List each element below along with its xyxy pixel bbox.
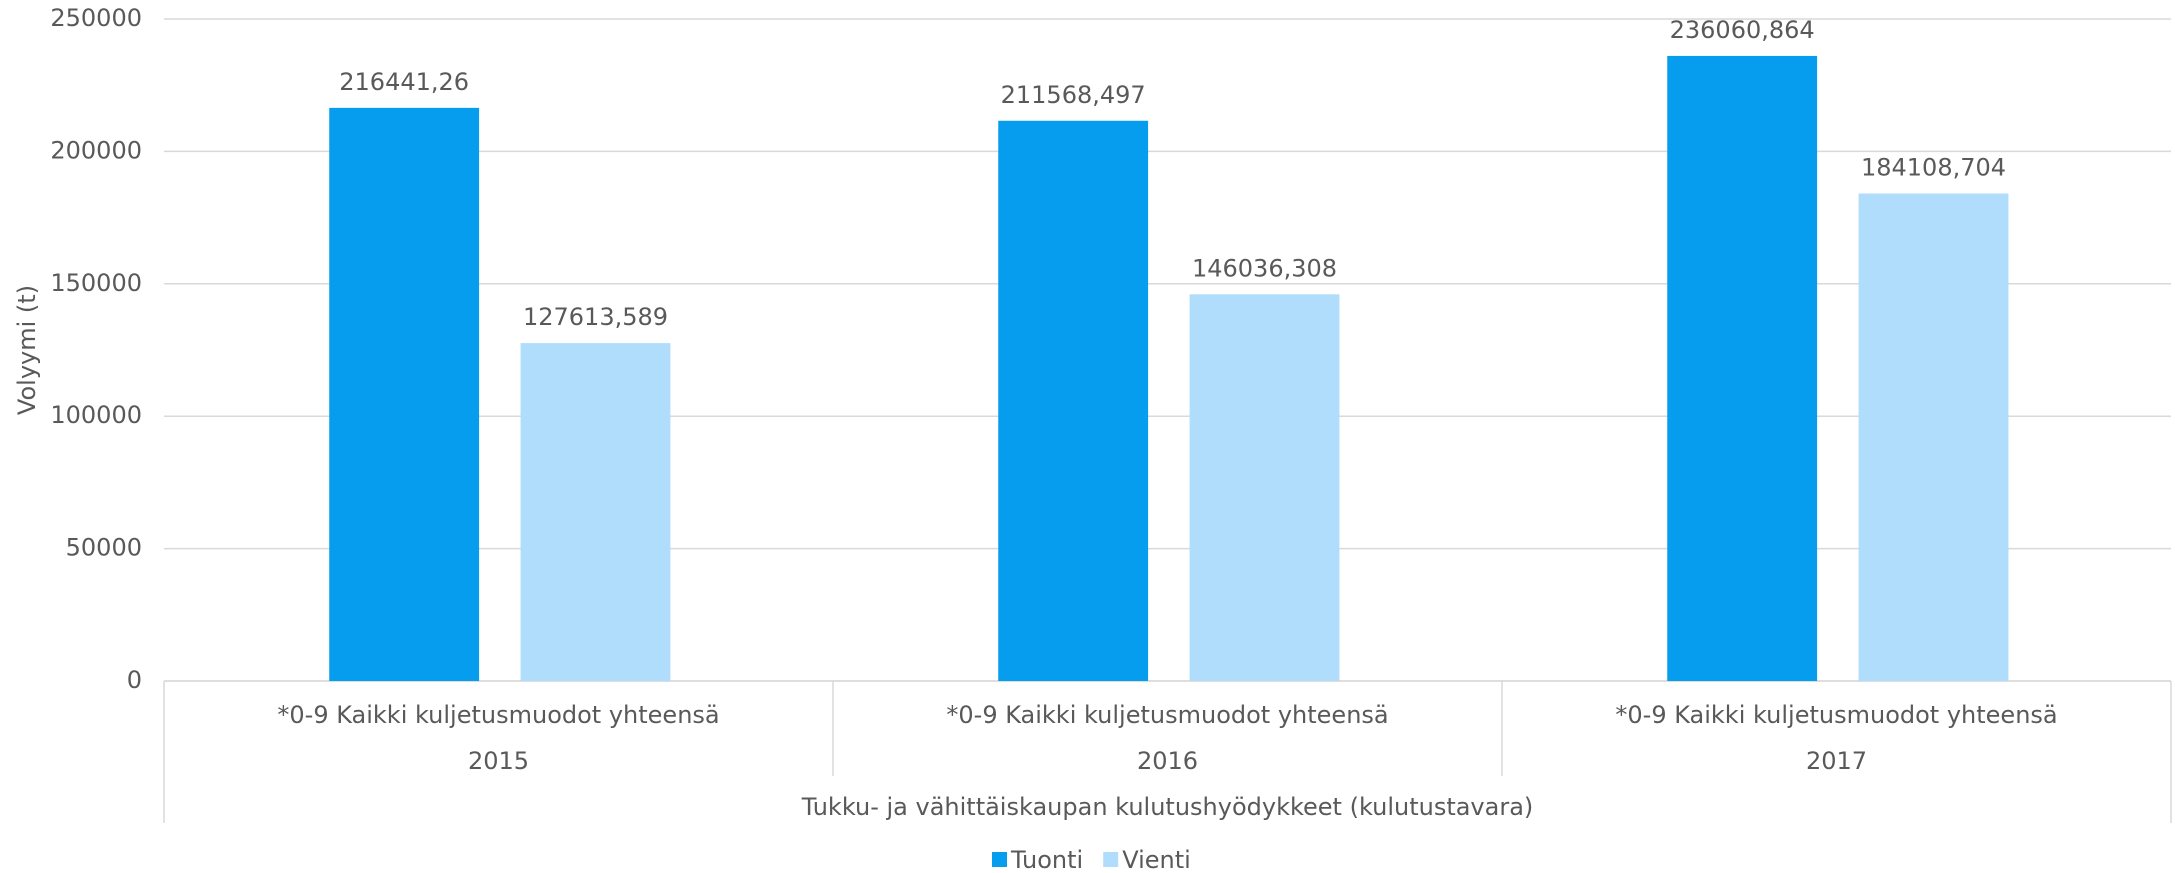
x-tick-label: 2017 [1806, 747, 1867, 775]
data-label: 146036,308 [1192, 254, 1337, 282]
legend-label: Vienti [1122, 846, 1191, 873]
data-label: 184108,704 [1861, 153, 2006, 181]
data-label: 236060,864 [1670, 16, 1815, 44]
y-tick-label: 0 [127, 666, 142, 694]
x-tick-sublabel: *0-9 Kaikki kuljetusmuodot yhteensä [277, 701, 719, 729]
data-label: 211568,497 [1001, 81, 1146, 109]
y-tick-label: 50000 [66, 534, 142, 562]
legend-swatch [992, 852, 1007, 867]
y-tick-label: 100000 [50, 401, 142, 429]
legend-swatch [1103, 852, 1119, 867]
x-tick-label: 2016 [1137, 747, 1198, 775]
bar [1858, 193, 2009, 681]
data-label: 216441,26 [339, 68, 469, 96]
y-tick-label: 200000 [50, 136, 142, 164]
group-label: Tukku- ja vähittäiskaupan kulutushyödykk… [801, 793, 1534, 821]
data-label: 127613,589 [523, 303, 668, 331]
x-tick-label: 2015 [468, 747, 529, 775]
bar [998, 120, 1149, 682]
bar [329, 107, 480, 682]
bar [520, 343, 671, 681]
x-tick-sublabel: *0-9 Kaikki kuljetusmuodot yhteensä [946, 701, 1388, 729]
y-axis-label: Volyymi (t) [13, 285, 41, 415]
y-tick-label: 150000 [50, 269, 142, 297]
x-tick-sublabel: *0-9 Kaikki kuljetusmuodot yhteensä [1615, 701, 2057, 729]
legend-label: Tuonti [1010, 846, 1083, 873]
bar [1189, 294, 1340, 681]
y-tick-label: 250000 [50, 4, 142, 32]
bar [1667, 55, 1818, 682]
